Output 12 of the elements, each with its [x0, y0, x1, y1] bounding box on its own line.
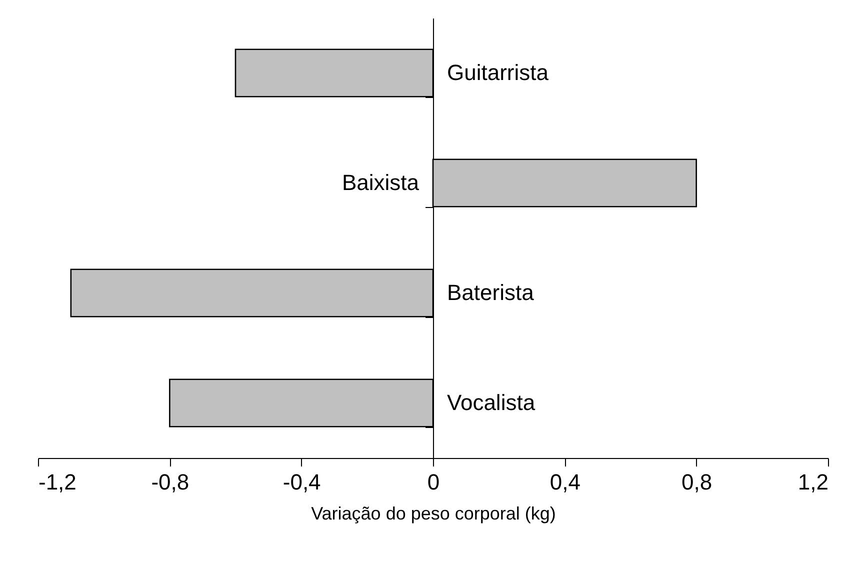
x-tick-label: 0 — [427, 470, 440, 494]
y-tick-label: Baixista — [342, 170, 420, 195]
x-tick-label: -0,4 — [282, 470, 321, 494]
x-axis-title: Variação do peso corporal (kg) — [311, 504, 556, 524]
y-tick-label: Guitarrista — [447, 60, 550, 85]
y-tick-label: Vocalista — [447, 390, 536, 415]
y-tick-label: Baterista — [447, 280, 535, 305]
x-tick-label: 0,4 — [550, 470, 580, 494]
x-tick-label: -1,2 — [38, 470, 76, 494]
x-tick-label: -0,8 — [151, 470, 190, 494]
x-tick-label: 0,8 — [682, 470, 712, 494]
x-tick-label: 1,2 — [798, 470, 828, 494]
